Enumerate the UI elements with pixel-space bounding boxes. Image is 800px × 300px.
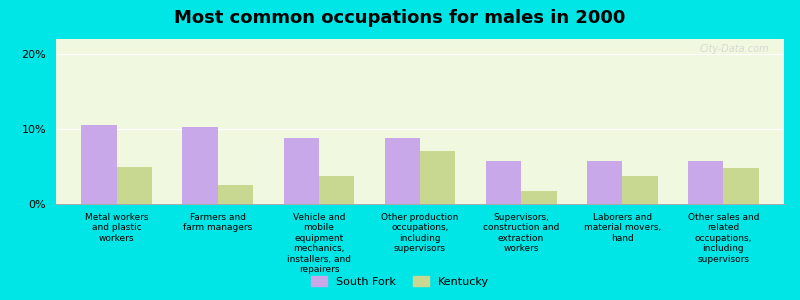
Bar (218, 185, 253, 204)
Bar (587, 160, 622, 204)
Bar (82, 125, 117, 204)
Bar (622, 176, 658, 204)
Bar (182, 128, 218, 204)
Bar (319, 176, 354, 204)
Bar (723, 168, 758, 204)
Text: Most common occupations for males in 2000: Most common occupations for males in 200… (174, 9, 626, 27)
Text: City-Data.com: City-Data.com (700, 44, 770, 54)
Bar (688, 161, 723, 204)
Bar (117, 167, 152, 204)
Legend: South Fork, Kentucky: South Fork, Kentucky (306, 272, 494, 291)
Bar (420, 152, 455, 204)
Bar (521, 190, 557, 204)
Bar (283, 138, 319, 204)
Bar (385, 138, 420, 204)
Bar (486, 160, 521, 204)
